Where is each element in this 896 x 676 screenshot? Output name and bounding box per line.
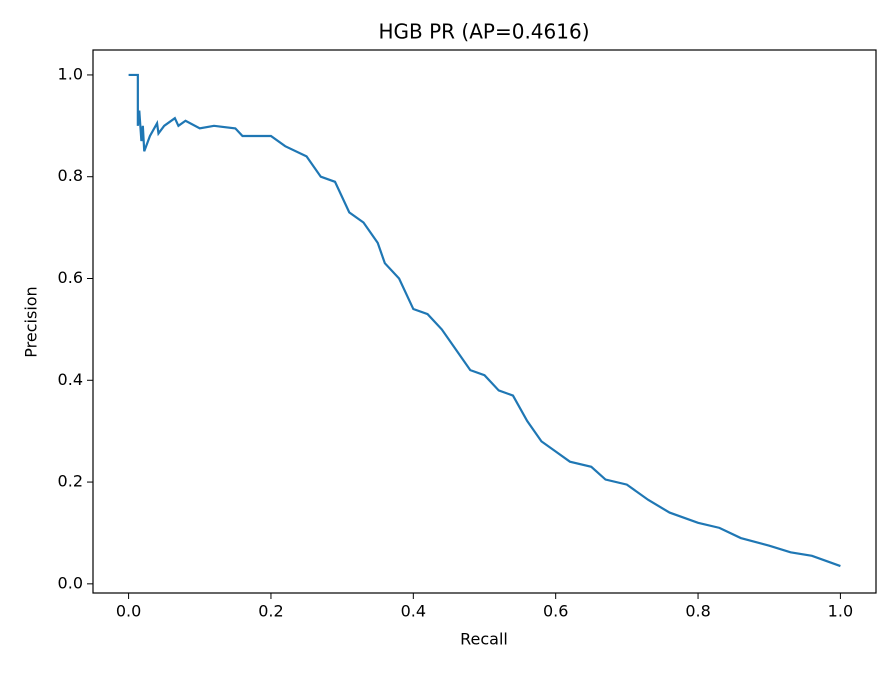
y-tick-label: 0.6 <box>58 268 83 287</box>
x-tick-label: 0.2 <box>258 602 283 621</box>
x-tick-label: 0.8 <box>685 602 710 621</box>
x-tick-label: 0.6 <box>543 602 568 621</box>
y-tick-label: 0.0 <box>58 573 83 592</box>
y-tick-label: 0.2 <box>58 472 83 491</box>
plot-frame <box>92 49 877 594</box>
x-tick-label: 0.0 <box>116 602 141 621</box>
y-axis-label: Precision <box>22 286 41 357</box>
y-tick-label: 0.8 <box>58 166 83 185</box>
y-tick-label: 0.4 <box>58 370 83 389</box>
data-line <box>128 73 841 568</box>
chart-title: HGB PR (AP=0.4616) <box>378 20 589 44</box>
x-tick-label: 0.4 <box>401 602 426 621</box>
x-tick-label: 1.0 <box>828 602 853 621</box>
y-tick-label: 1.0 <box>58 64 83 83</box>
x-axis-label: Recall <box>460 630 508 649</box>
